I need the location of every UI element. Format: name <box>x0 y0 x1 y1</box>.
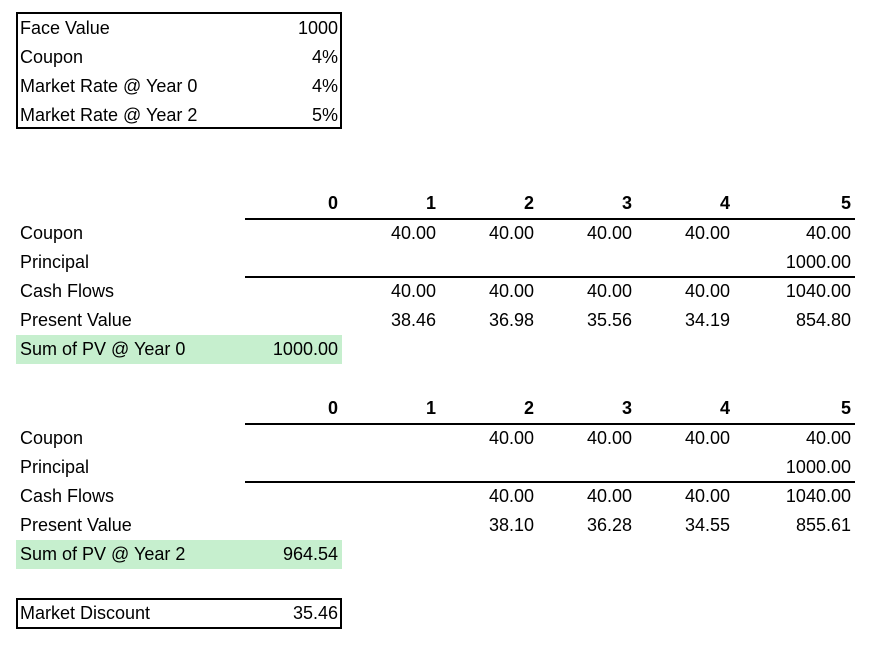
row-label: Cash Flows <box>20 281 115 301</box>
table-cell: 1040.00 <box>785 281 851 301</box>
input-label-face-value: Face Value <box>20 18 110 38</box>
table-cell: 34.19 <box>684 310 730 330</box>
input-value-coupon: 4% <box>311 47 338 67</box>
table-cell: 40.00 <box>805 223 851 243</box>
period-header: 2 <box>523 193 534 213</box>
input-value-market-rate-year2: 5% <box>311 105 338 125</box>
table-cell: 40.00 <box>805 428 851 448</box>
table-cell: 855.61 <box>795 515 851 535</box>
period-header: 3 <box>621 193 632 213</box>
table-cell: 40.00 <box>684 428 730 448</box>
table-cell: 40.00 <box>488 486 534 506</box>
period-header: 5 <box>840 398 851 418</box>
table-cell: 40.00 <box>488 223 534 243</box>
header-rule <box>245 423 855 425</box>
row-label: Principal <box>20 457 90 477</box>
table-cell: 40.00 <box>684 486 730 506</box>
sum-label: Sum of PV @ Year 0 <box>20 339 186 359</box>
period-header: 0 <box>327 398 338 418</box>
table-cell: 40.00 <box>586 223 632 243</box>
row-label: Coupon <box>20 428 84 448</box>
sum-row-highlight <box>16 540 342 569</box>
table-cell: 36.98 <box>488 310 534 330</box>
row-label: Principal <box>20 252 90 272</box>
input-label-market-rate-year0: Market Rate @ Year 0 <box>20 76 198 96</box>
table-cell: 40.00 <box>586 428 632 448</box>
table-cell: 40.00 <box>390 223 436 243</box>
table-cell: 40.00 <box>390 281 436 301</box>
input-label-market-rate-year2: Market Rate @ Year 2 <box>20 105 198 125</box>
inputs-box <box>16 12 342 129</box>
subtotal-rule <box>245 481 855 483</box>
subtotal-rule <box>245 276 855 278</box>
row-label: Present Value <box>20 515 132 535</box>
market-discount-value: 35.46 <box>292 603 338 623</box>
period-header: 2 <box>523 398 534 418</box>
table-cell: 35.56 <box>586 310 632 330</box>
table-cell: 40.00 <box>488 281 534 301</box>
table-cell: 854.80 <box>795 310 851 330</box>
market-discount-box <box>16 598 342 629</box>
period-header: 4 <box>719 193 730 213</box>
row-label: Coupon <box>20 223 84 243</box>
sum-row-highlight <box>16 335 342 364</box>
header-rule <box>245 218 855 220</box>
table-cell: 40.00 <box>488 428 534 448</box>
input-value-market-rate-year0: 4% <box>311 76 338 96</box>
row-label: Present Value <box>20 310 132 330</box>
period-header: 3 <box>621 398 632 418</box>
sum-label: Sum of PV @ Year 2 <box>20 544 186 564</box>
table-cell: 38.46 <box>390 310 436 330</box>
table-cell: 1000.00 <box>785 457 851 477</box>
period-header: 1 <box>425 398 436 418</box>
period-header: 1 <box>425 193 436 213</box>
period-header: 0 <box>327 193 338 213</box>
table-cell: 40.00 <box>684 281 730 301</box>
table-cell: 40.00 <box>586 486 632 506</box>
table-cell: 1000.00 <box>785 252 851 272</box>
table-cell: 1040.00 <box>785 486 851 506</box>
period-header: 5 <box>840 193 851 213</box>
table-cell: 40.00 <box>586 281 632 301</box>
table-cell: 40.00 <box>684 223 730 243</box>
sum-value: 1000.00 <box>272 339 338 359</box>
input-value-face-value: 1000 <box>297 18 338 38</box>
row-label: Cash Flows <box>20 486 115 506</box>
table-cell: 38.10 <box>488 515 534 535</box>
market-discount-label: Market Discount <box>20 603 151 623</box>
table-cell: 36.28 <box>586 515 632 535</box>
input-label-coupon: Coupon <box>20 47 84 67</box>
table-cell: 34.55 <box>684 515 730 535</box>
sum-value: 964.54 <box>282 544 338 564</box>
period-header: 4 <box>719 398 730 418</box>
